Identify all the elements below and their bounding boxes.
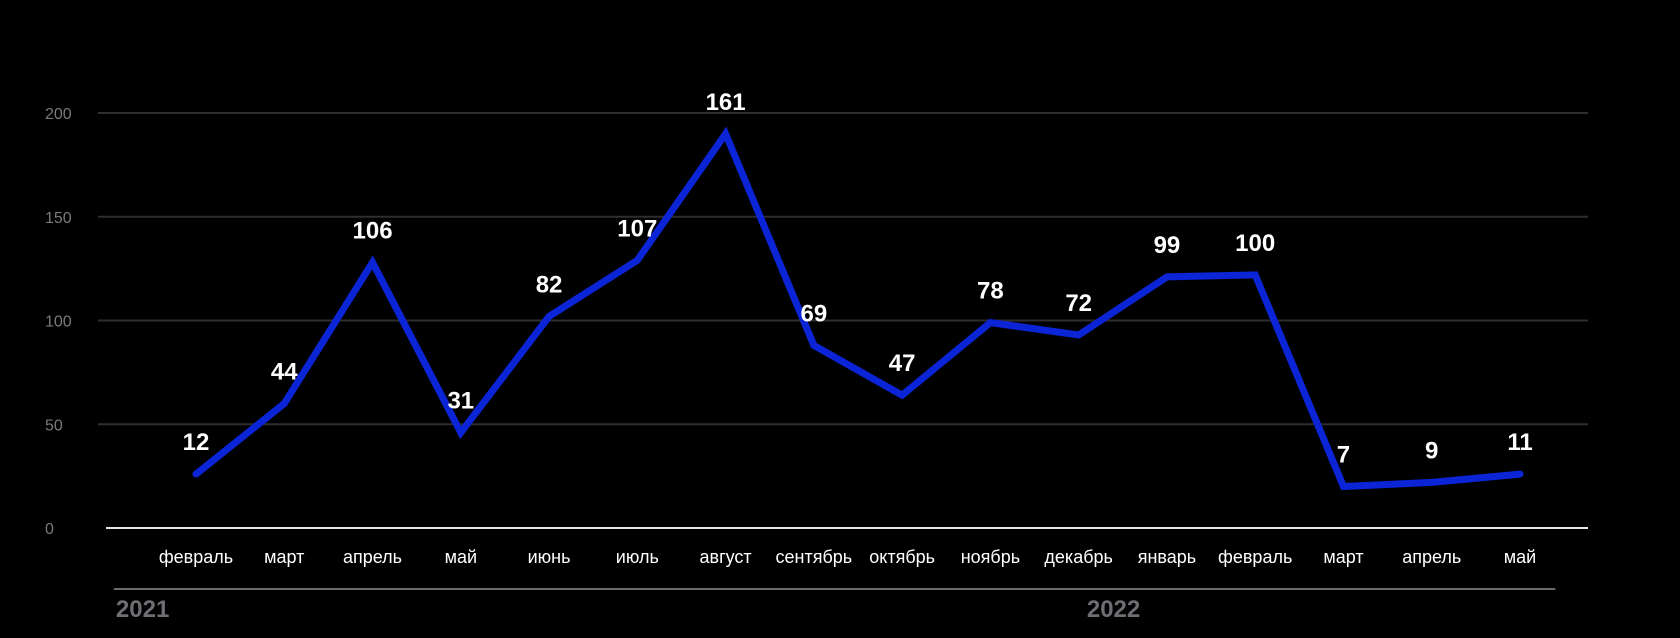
series-line-layer <box>192 126 1524 491</box>
x-category-label: сентябрь <box>776 547 853 567</box>
data-label: 47 <box>889 350 916 377</box>
data-point <box>1251 271 1259 279</box>
data-label-layer: 12 44 106 31 82 107 161 69 47 78 72 99 100 7 9 11 <box>183 89 1533 469</box>
data-point <box>545 312 553 320</box>
x-category-label: март <box>264 547 304 567</box>
data-label: 12 <box>183 429 210 456</box>
x-category-label: июнь <box>528 547 571 567</box>
x-category-label: май <box>445 547 477 567</box>
data-label: 78 <box>977 278 1004 305</box>
year-label: 2022 <box>1087 596 1140 623</box>
data-point <box>369 258 377 266</box>
data-label: 106 <box>353 217 393 244</box>
year-label: 2021 <box>116 596 169 623</box>
data-point <box>986 319 994 327</box>
data-label: 7 <box>1337 442 1350 469</box>
data-label: 82 <box>536 271 563 298</box>
data-point <box>1163 273 1171 281</box>
data-label: 44 <box>271 359 298 386</box>
y-tick-label: 200 <box>45 106 72 123</box>
y-tick-label: 0 <box>45 521 54 538</box>
data-label: 11 <box>1507 429 1532 456</box>
data-point <box>1428 478 1436 486</box>
x-category-label: январь <box>1138 547 1196 567</box>
y-tick-label: 150 <box>45 210 72 227</box>
year-groups: 2021 2022 <box>113 588 1556 623</box>
y-tick-label: 50 <box>45 417 63 434</box>
series-line <box>193 126 1521 491</box>
x-category-label: апрель <box>343 547 402 567</box>
y-axis-ticks: 0 50 100 150 200 <box>45 106 72 538</box>
x-category-label: февраль <box>159 547 233 567</box>
data-point <box>898 391 906 399</box>
data-point <box>1339 483 1347 490</box>
x-category-label: август <box>700 547 752 567</box>
data-label: 69 <box>801 300 828 327</box>
data-label: 31 <box>447 388 474 415</box>
x-category-label: февраль <box>1218 547 1292 567</box>
data-point <box>810 341 818 349</box>
grid-layer <box>98 112 1588 529</box>
data-point <box>280 400 288 407</box>
data-label: 161 <box>706 89 746 116</box>
data-point <box>1075 331 1083 339</box>
data-label: 100 <box>1235 230 1275 257</box>
x-category-label: декабрь <box>1044 547 1113 567</box>
x-category-label: май <box>1504 547 1536 567</box>
data-point <box>722 130 730 138</box>
x-category-label: апрель <box>1402 547 1461 567</box>
data-point <box>192 470 200 478</box>
x-category-label: октябрь <box>869 547 935 567</box>
x-category-label: ноябрь <box>961 547 1020 567</box>
x-axis-categories: февраль март апрель май июнь июль август сентяб… <box>159 547 1536 567</box>
data-point <box>1516 470 1524 478</box>
x-category-label: март <box>1323 547 1363 567</box>
x-category-label: июль <box>616 547 659 567</box>
data-label: 107 <box>617 215 657 242</box>
data-point <box>457 429 465 437</box>
data-label: 72 <box>1065 290 1092 317</box>
data-label: 99 <box>1154 232 1181 259</box>
data-point <box>633 256 641 264</box>
data-label: 9 <box>1425 437 1438 464</box>
y-tick-label: 100 <box>45 314 72 331</box>
